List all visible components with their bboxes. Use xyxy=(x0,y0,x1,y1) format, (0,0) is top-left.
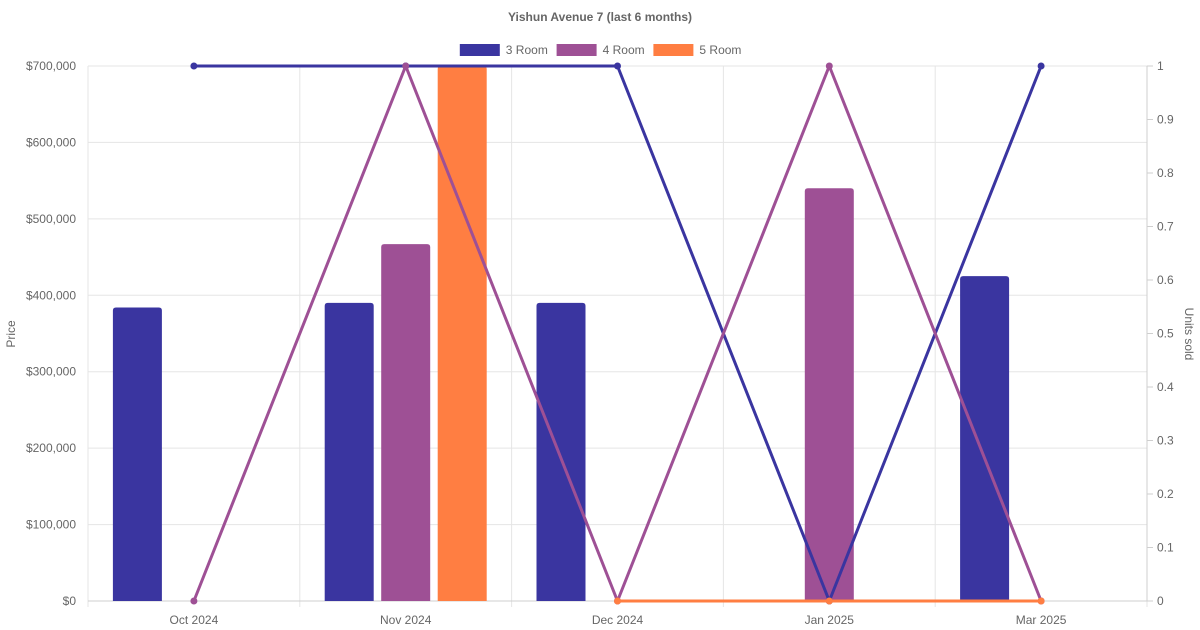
bar-3-room-nov-2024 xyxy=(324,302,374,601)
point-4-room xyxy=(190,597,198,605)
point-3-room xyxy=(614,62,621,70)
bar-3-room-mar-2025 xyxy=(960,276,1010,601)
legend-swatch-5-room[interactable] xyxy=(653,44,694,56)
x-tick-label: Oct 2024 xyxy=(170,613,219,627)
y2-tick-label: 1 xyxy=(1157,59,1164,73)
y2-tick-label: 0.6 xyxy=(1157,273,1174,287)
y2-tick-label: 0.3 xyxy=(1157,434,1174,448)
x-tick-label: Dec 2024 xyxy=(592,613,644,627)
legend-label-3-room[interactable]: 3 Room xyxy=(506,43,548,57)
y-tick-label: $500,000 xyxy=(26,212,76,226)
bar-4-room-nov-2024 xyxy=(381,244,431,602)
y2-tick-label: 0.2 xyxy=(1157,487,1174,501)
y2-tick-label: 0.5 xyxy=(1157,327,1174,341)
y-tick-label: $400,000 xyxy=(26,288,76,302)
point-4-room xyxy=(402,62,410,70)
legend-label-4-room[interactable]: 4 Room xyxy=(603,43,645,57)
y-tick-label: $700,000 xyxy=(26,59,76,73)
y2-tick-label: 0.9 xyxy=(1157,113,1174,127)
legend: 3 Room 4 Room 5 Room xyxy=(459,43,741,57)
point-5-room xyxy=(614,597,621,605)
bar-3-room-oct-2024 xyxy=(112,307,162,601)
x-tick-label: Mar 2025 xyxy=(1016,613,1067,627)
line-3-room xyxy=(193,64,1043,603)
y2-axis-ticks: 0 0.1 0.2 0.3 0.4 0.5 0.6 0.7 0.8 0.9 1 xyxy=(1147,59,1174,608)
point-4-room xyxy=(825,62,833,70)
y-tick-label: $0 xyxy=(63,594,77,608)
bars xyxy=(112,66,1010,602)
legend-swatch-3-room[interactable] xyxy=(459,44,500,56)
y-axis-ticks: $0 $100,000 $200,000 $300,000 $400,000 $500,0… xyxy=(26,59,76,608)
point-5-room xyxy=(1037,597,1045,605)
y2-tick-label: 0.1 xyxy=(1157,541,1174,555)
point-3-room xyxy=(190,62,198,70)
line-4-room xyxy=(192,64,1043,603)
y2-axis-label: Units sold xyxy=(1182,308,1196,361)
legend-swatch-4-room[interactable] xyxy=(556,44,597,56)
y-axis-label: Price xyxy=(4,320,18,348)
y-tick-label: $300,000 xyxy=(26,365,76,379)
x-tick-label: Nov 2024 xyxy=(380,613,432,627)
lines xyxy=(190,62,1045,605)
y2-tick-label: 0 xyxy=(1157,594,1164,608)
x-tick-label: Jan 2025 xyxy=(805,613,855,627)
y2-tick-label: 0.7 xyxy=(1157,220,1174,234)
bar-3-room-dec-2024 xyxy=(536,302,586,601)
point-5-room xyxy=(825,597,833,605)
bar-4-room-jan-2025 xyxy=(804,188,854,602)
x-axis-ticks: Oct 2024 Nov 2024 Dec 2024 Jan 2025 Mar 2025 xyxy=(170,613,1067,627)
legend-label-5-room[interactable]: 5 Room xyxy=(699,43,741,57)
chart-title: Yishun Avenue 7 (last 6 months) xyxy=(508,10,692,24)
point-3-room xyxy=(1037,62,1045,70)
y-tick-label: $200,000 xyxy=(26,441,76,455)
y2-tick-label: 0.4 xyxy=(1157,380,1174,394)
bar-5-room-nov-2024 xyxy=(437,66,487,601)
y2-tick-label: 0.8 xyxy=(1157,166,1174,180)
y-tick-label: $100,000 xyxy=(26,518,76,532)
y-tick-label: $600,000 xyxy=(26,135,76,149)
